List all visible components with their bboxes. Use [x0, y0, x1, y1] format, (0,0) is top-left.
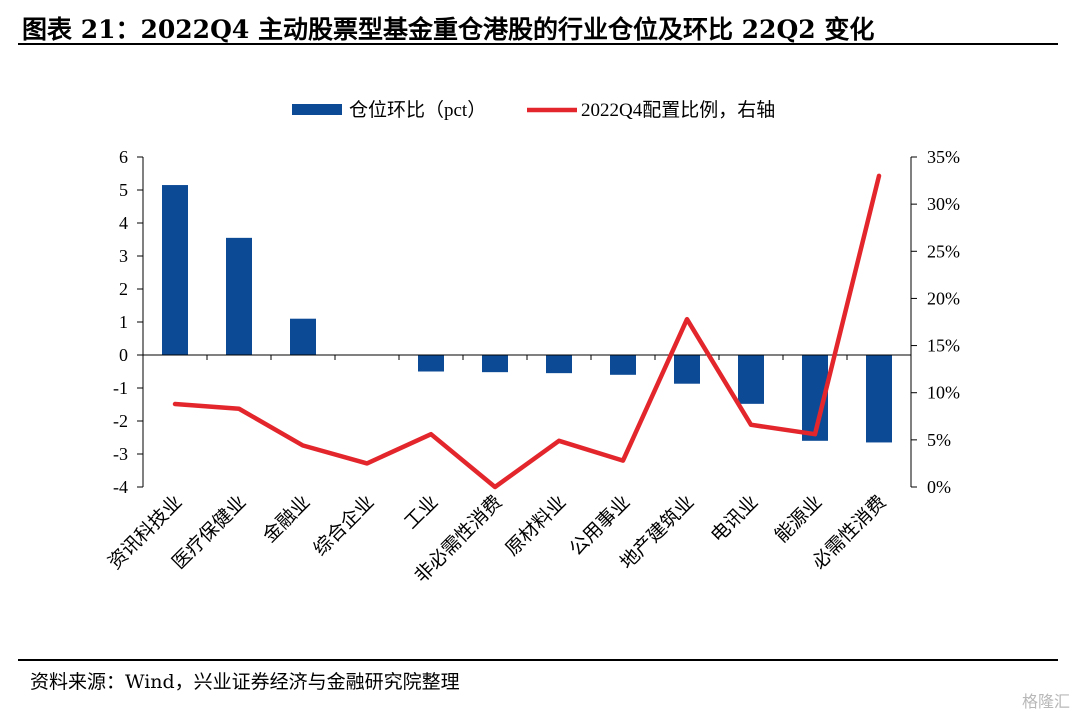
left-tick-label: -4 [113, 477, 128, 497]
left-tick-label: -3 [113, 444, 128, 464]
right-tick-label: 5% [927, 430, 951, 450]
left-tick-label: -2 [113, 411, 128, 431]
right-tick-label: 35% [927, 147, 960, 167]
bar [290, 318, 316, 355]
left-tick-label: 4 [119, 213, 128, 233]
category-label: 能源业 [771, 491, 827, 547]
right-tick-label: 25% [927, 241, 960, 261]
title-rule [18, 43, 1058, 45]
chart-title: 图表 21：2022Q4 主动股票型基金重仓港股的行业仓位及环比 22Q2 变化 [22, 15, 875, 44]
right-tick-label: 0% [927, 477, 951, 497]
legend-bar-swatch [292, 104, 342, 115]
watermark-logo: 格隆汇 [1021, 692, 1070, 711]
bar [674, 355, 700, 384]
left-tick-label: 3 [119, 246, 128, 266]
bar [610, 355, 636, 375]
source-note: 资料来源：Wind，兴业证券经济与金融研究院整理 [30, 671, 460, 693]
bar [418, 355, 444, 372]
bar [162, 185, 188, 355]
right-tick-label: 30% [927, 194, 960, 214]
legend-line-label: 2022Q4配置比例，右轴 [581, 99, 775, 121]
left-tick-label: 5 [119, 180, 128, 200]
legend-bar-label: 仓位环比（pct） [349, 99, 486, 121]
category-label: 金融业 [259, 491, 315, 547]
right-tick-label: 20% [927, 288, 960, 308]
bar [738, 355, 764, 404]
footer-rule [18, 659, 1058, 661]
category-label: 电讯业 [707, 491, 763, 547]
left-tick-label: 6 [119, 147, 128, 167]
right-tick-label: 15% [927, 336, 960, 356]
category-label: 原材料业 [501, 491, 570, 560]
bar [226, 237, 252, 355]
left-tick-label: 1 [119, 312, 128, 332]
left-tick-label: -1 [113, 378, 128, 398]
category-label: 综合企业 [309, 491, 378, 560]
left-tick-label: 0 [119, 345, 128, 365]
category-label: 工业 [400, 491, 442, 533]
bar [546, 355, 572, 374]
left-tick-label: 2 [119, 279, 128, 299]
bar [866, 355, 892, 443]
bar [482, 355, 508, 373]
line-series [172, 173, 882, 490]
right-tick-label: 10% [927, 383, 960, 403]
